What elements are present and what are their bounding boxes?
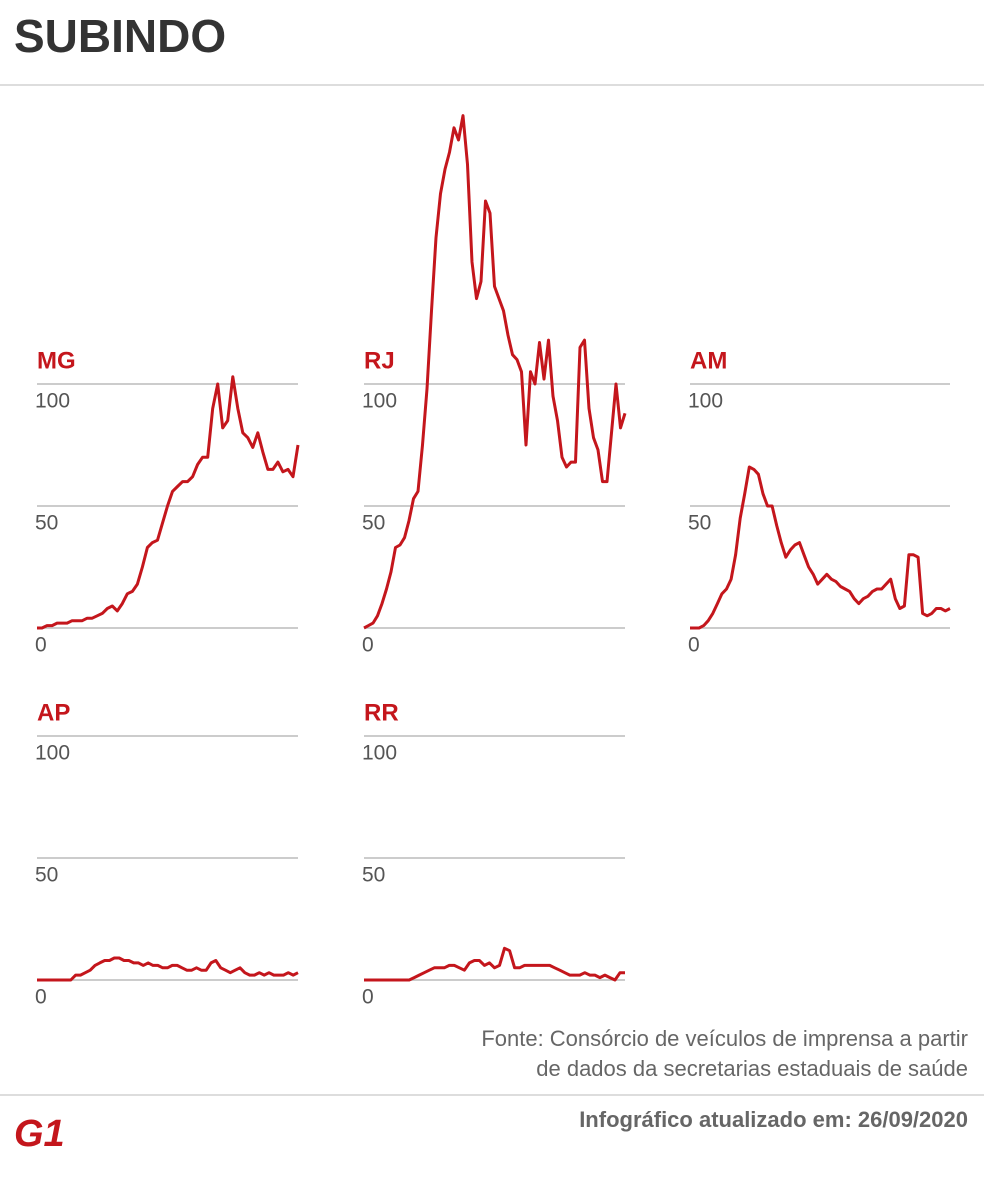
data-line (37, 375, 300, 630)
y-tick-label: 100 (35, 390, 70, 413)
source-line: Fonte: Consórcio de veículos de imprensa… (481, 1026, 968, 1051)
page-title: SUBINDO (14, 10, 226, 62)
panel-title: RR (364, 699, 399, 726)
data-line (363, 114, 627, 630)
y-tick-label: 0 (688, 634, 700, 657)
y-tick-label: 100 (362, 390, 397, 413)
panel-title: RJ (364, 347, 395, 374)
y-tick-label: 50 (362, 512, 385, 535)
data-line (690, 465, 951, 630)
y-tick-label: 50 (35, 864, 58, 887)
y-tick-label: 0 (35, 986, 47, 1009)
panel-title: MG (37, 347, 76, 374)
data-line (37, 956, 299, 982)
updated-note: Infográfico atualizado em: 26/09/2020 (579, 1107, 968, 1132)
y-tick-label: 50 (688, 512, 711, 535)
y-tick-label: 100 (362, 742, 397, 765)
y-tick-label: 50 (35, 512, 58, 535)
logo: G1 (14, 1113, 65, 1155)
y-tick-label: 100 (35, 742, 70, 765)
source-line: de dados da secretarias estaduais de saú… (536, 1056, 968, 1081)
y-tick-label: 0 (362, 634, 374, 657)
y-tick-label: 0 (35, 634, 47, 657)
panel-title: AM (690, 347, 727, 374)
panel-title: AP (37, 699, 70, 726)
y-tick-label: 50 (362, 864, 385, 887)
y-tick-label: 0 (362, 986, 374, 1009)
y-tick-label: 100 (688, 390, 723, 413)
data-line (364, 946, 625, 982)
